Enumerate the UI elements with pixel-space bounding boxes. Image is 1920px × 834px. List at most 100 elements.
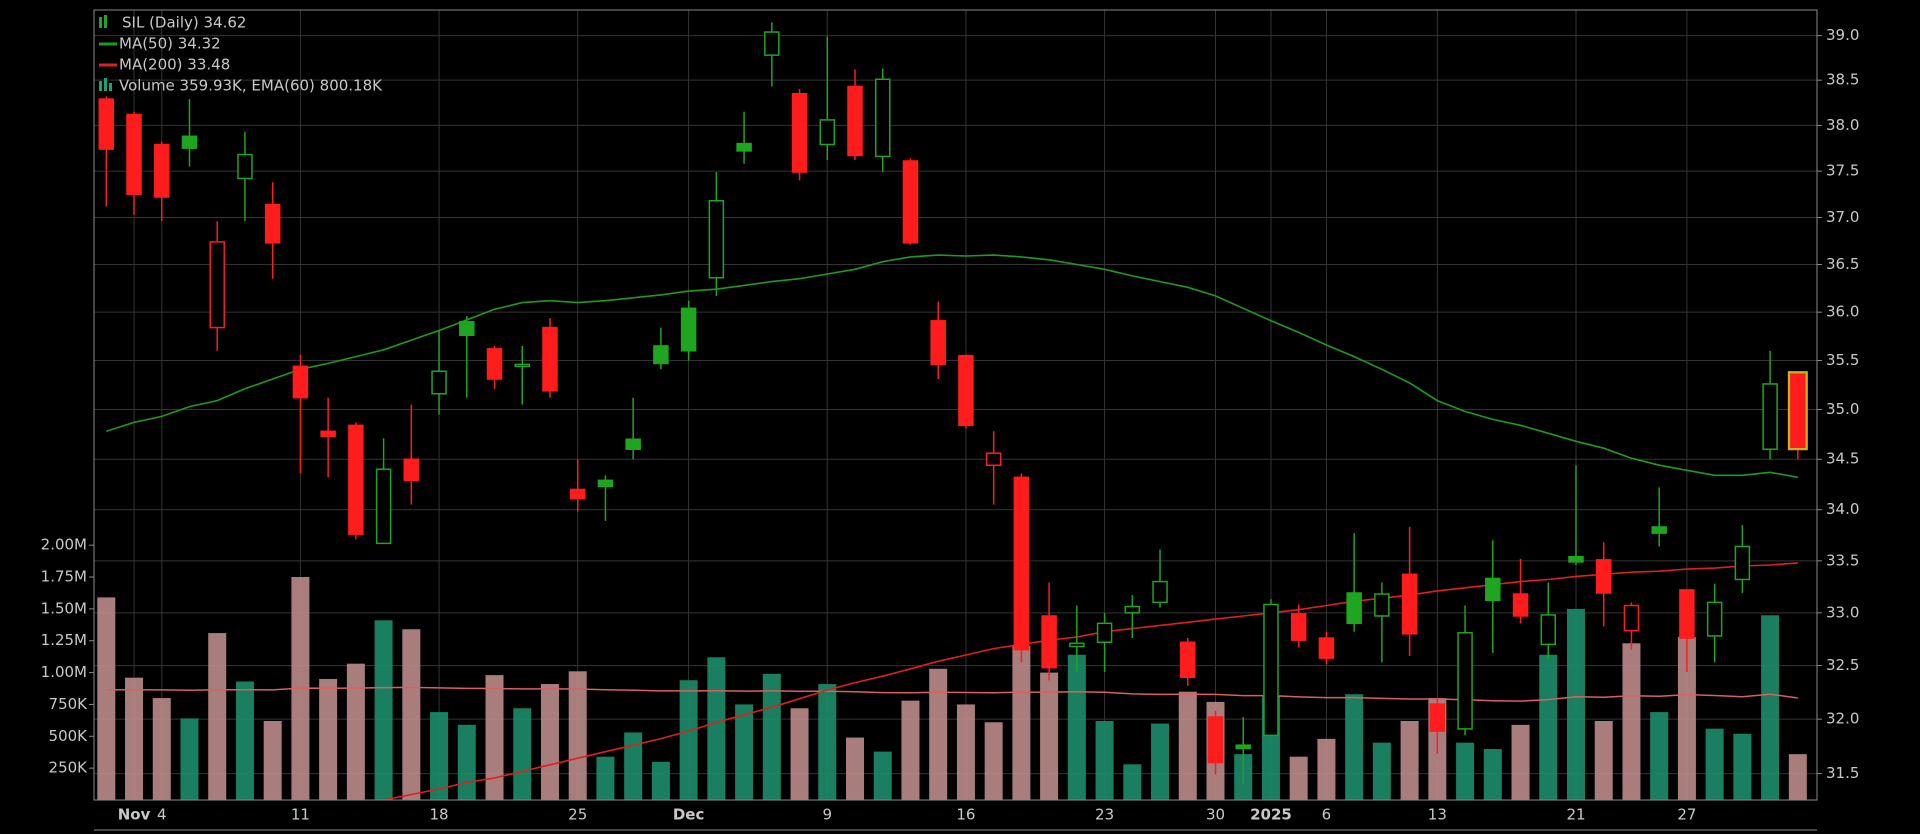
candle-body xyxy=(1290,613,1307,641)
x-tick-label: 30 xyxy=(1206,806,1225,824)
volume-bar xyxy=(346,663,365,800)
volume-bar xyxy=(818,684,837,800)
x-tick-label: 4 xyxy=(157,806,167,824)
legend-icon xyxy=(109,83,112,91)
axis-layer: 39.0 38.5 38.0 37.5 37.0 36.5 36.0 35.5 35.0 34.5… xyxy=(41,26,1860,823)
candle-body xyxy=(1346,592,1362,625)
volume-bar xyxy=(846,737,865,800)
x-tick-label: 11 xyxy=(291,806,310,824)
x-tick-label: 18 xyxy=(430,806,449,824)
candle-body xyxy=(902,160,919,244)
y2-tick-label: 1.75M xyxy=(41,568,87,586)
volume-bar xyxy=(596,756,615,800)
candle-body xyxy=(181,135,198,149)
volume-bar xyxy=(263,721,282,800)
candle-body xyxy=(431,370,447,395)
candle-body xyxy=(403,458,420,482)
volume-bar xyxy=(790,708,809,800)
volume-bar xyxy=(430,712,449,800)
candle-body xyxy=(1568,555,1584,563)
volume-bar xyxy=(1040,672,1059,800)
volume-bar xyxy=(929,668,948,800)
candle-body xyxy=(1595,559,1612,594)
candle-body xyxy=(486,348,503,380)
candle-body xyxy=(1318,637,1335,659)
candle-body xyxy=(819,119,836,146)
volume-bar xyxy=(1539,654,1558,800)
moving-average-line xyxy=(106,254,1798,479)
volume-bar xyxy=(873,751,892,800)
candle-body xyxy=(1457,632,1473,730)
volume-bar xyxy=(901,700,920,800)
candle-body xyxy=(1429,703,1446,732)
legend-entry: Volume 359.93K, EMA(60) 800.18K xyxy=(119,77,383,95)
volume-bar xyxy=(1289,756,1308,800)
candle-body xyxy=(459,321,475,337)
x-tick-label: 23 xyxy=(1095,806,1114,824)
volume-bar xyxy=(1012,645,1031,800)
y-tick-label: 32.5 xyxy=(1826,656,1859,674)
candle-body xyxy=(1235,744,1251,750)
candle-body xyxy=(1540,614,1557,646)
y-tick-label: 35.0 xyxy=(1826,400,1859,418)
volume-bar xyxy=(1650,712,1669,800)
y-tick-label: 38.0 xyxy=(1826,116,1859,134)
y2-tick-label: 250K xyxy=(49,759,89,777)
candle-body xyxy=(569,488,586,500)
volume-bar xyxy=(97,597,116,800)
volume-bar xyxy=(1705,728,1724,800)
volume-bar xyxy=(1317,738,1336,800)
volume-bar xyxy=(152,698,171,800)
volume-bar xyxy=(1788,754,1807,800)
legend-icon xyxy=(99,17,102,28)
y-tick-label: 39.0 xyxy=(1826,26,1859,44)
x-tick-label: 2025 xyxy=(1250,806,1292,824)
x-tick-label: 25 xyxy=(568,806,587,824)
candle-body xyxy=(264,203,281,244)
candle-body xyxy=(985,452,1002,466)
candle-body xyxy=(1041,615,1057,669)
candle-layer xyxy=(98,22,1808,785)
volume-bar xyxy=(1372,742,1391,800)
volume-bar xyxy=(679,680,698,800)
candle-body xyxy=(1374,593,1390,617)
candle-body xyxy=(791,92,808,173)
line-layer xyxy=(106,254,1798,800)
candle-body xyxy=(680,307,697,352)
y-tick-label: 31.5 xyxy=(1826,764,1859,782)
candle-body xyxy=(1790,373,1806,448)
grid-layer xyxy=(94,10,1817,800)
volume-bar xyxy=(485,675,504,800)
legend-icon xyxy=(99,81,102,91)
candle-body xyxy=(1207,716,1224,764)
volume-bar xyxy=(624,732,643,800)
volume-bar xyxy=(235,681,254,800)
volume-bar xyxy=(568,671,587,800)
volume-bar xyxy=(1566,608,1585,800)
candle-body xyxy=(98,98,115,150)
volume-bar xyxy=(1456,742,1475,800)
y-tick-label: 33.5 xyxy=(1826,551,1859,569)
candle-body xyxy=(1512,593,1529,617)
plot-frame xyxy=(93,9,1818,801)
candle-body xyxy=(653,345,669,365)
candle-body xyxy=(375,468,392,545)
volume-bar xyxy=(735,704,754,800)
volume-bar xyxy=(956,704,975,800)
y-tick-label: 35.5 xyxy=(1826,351,1859,369)
y2-tick-label: 2.00M xyxy=(41,536,87,554)
candle-body xyxy=(1623,604,1640,632)
volume-bar xyxy=(984,722,1003,800)
volume-bar xyxy=(1511,724,1530,800)
volume-bar xyxy=(180,718,199,800)
candle-body xyxy=(1180,641,1196,679)
y-tick-label: 36.0 xyxy=(1826,303,1859,321)
y2-tick-label: 1.50M xyxy=(41,599,87,617)
candle-body xyxy=(708,199,725,279)
volume-bar xyxy=(1345,694,1364,800)
x-tick-label: 21 xyxy=(1566,806,1585,824)
x-tick-label: Nov xyxy=(118,806,151,824)
y-tick-label: 33.0 xyxy=(1826,603,1859,621)
candle-body xyxy=(320,430,336,438)
volume-bar xyxy=(707,657,726,800)
